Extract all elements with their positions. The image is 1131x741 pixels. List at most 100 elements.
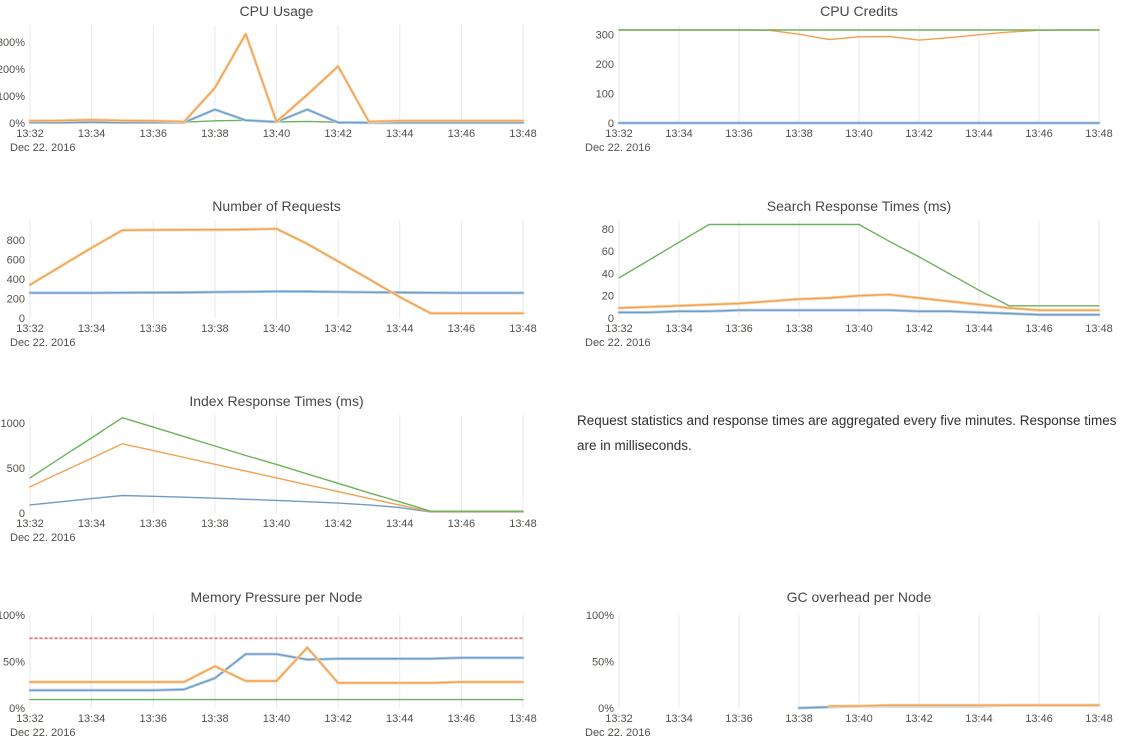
chart-search-response-times: Search Response Times (ms) 13:32 13:34 13:… bbox=[565, 190, 1131, 355]
date-label: Dec 22. 2016 bbox=[585, 727, 650, 739]
x-tick-label: 13:38 bbox=[201, 518, 229, 530]
chart-title: CPU Usage bbox=[239, 3, 314, 19]
x-tick-label: 13:44 bbox=[386, 713, 414, 725]
chart-title: Search Response Times (ms) bbox=[766, 198, 952, 214]
x-tick-label: 13:36 bbox=[139, 128, 167, 140]
x-tick-label: 13:48 bbox=[509, 323, 537, 335]
x-tick-label: 13:40 bbox=[263, 518, 291, 530]
y-tick-label: 80 bbox=[602, 224, 614, 236]
y-tick-label: 50% bbox=[3, 657, 25, 669]
x-tick-label: 13:32 bbox=[605, 713, 633, 725]
search-response-green-line bbox=[618, 223, 1100, 307]
y-tick-label: 0 bbox=[19, 313, 25, 325]
x-tick-label: 13:44 bbox=[386, 128, 414, 140]
x-tick-label: 13:40 bbox=[845, 128, 873, 140]
y-tick-label: 100% bbox=[0, 610, 25, 622]
index-response-times-ms--plot[interactable]: 13:32 13:34 13:36 13:38 13:40 13:42 13:44 13:46… bbox=[0, 385, 565, 550]
y-tick-label: 60 bbox=[602, 246, 614, 258]
y-tick-label: 0% bbox=[598, 703, 614, 715]
memory-pressure-per-node-plot[interactable]: 13:32 13:34 13:36 13:38 13:40 13:42 13:44 13:46… bbox=[0, 580, 565, 741]
gc-overhead-per-node-plot[interactable]: 13:32 13:34 13:36 13:38 13:40 13:42 13:44 13:46… bbox=[565, 580, 1131, 741]
date-label: Dec 22. 2016 bbox=[585, 142, 650, 154]
x-tick-label: 13:34 bbox=[78, 323, 106, 335]
cpu-usage-plot[interactable]: 13:32 13:34 13:36 13:38 13:40 13:42 13:44 13:46… bbox=[0, 0, 565, 160]
y-tick-label: 200% bbox=[0, 64, 25, 76]
search-response-times-ms--plot[interactable]: 13:32 13:34 13:36 13:38 13:40 13:42 13:44 13:46… bbox=[565, 190, 1131, 355]
x-tick-label: 13:40 bbox=[845, 323, 873, 335]
x-tick-label: 13:38 bbox=[785, 323, 813, 335]
memory-pressure-blue-line bbox=[29, 653, 524, 692]
y-tick-label: 50% bbox=[592, 657, 614, 669]
x-tick-label: 13:34 bbox=[78, 518, 106, 530]
y-tick-label: 0 bbox=[608, 118, 614, 130]
y-tick-label: 500 bbox=[7, 463, 25, 475]
x-tick-label: 13:40 bbox=[263, 323, 291, 335]
chart-cpu-credits: CPU Credits 13:32 13:34 13:36 13:38 13:40 13:… bbox=[565, 0, 1131, 160]
x-tick-label: 13:42 bbox=[324, 323, 352, 335]
x-tick-label: 13:36 bbox=[725, 128, 753, 140]
date-label: Dec 22. 2016 bbox=[10, 532, 75, 544]
y-tick-label: 100% bbox=[586, 610, 614, 622]
number-of-requests-plot[interactable]: 13:32 13:34 13:36 13:38 13:40 13:42 13:44 13:46… bbox=[0, 190, 565, 355]
aggregation-note: Request statistics and response times ar… bbox=[577, 413, 1117, 453]
x-tick-label: 13:46 bbox=[1025, 323, 1053, 335]
x-tick-label: 13:36 bbox=[725, 713, 753, 725]
x-tick-label: 13:44 bbox=[965, 128, 993, 140]
chart-memory-pressure-per-node: Memory Pressure per Node 13:32 13:34 13:36… bbox=[0, 580, 565, 741]
x-tick-label: 13:44 bbox=[386, 518, 414, 530]
chart-number-of-requests: Number of Requests 13:32 13:34 13:36 13:38 1… bbox=[0, 190, 565, 355]
x-tick-label: 13:32 bbox=[16, 323, 44, 335]
x-tick-label: 13:34 bbox=[78, 128, 106, 140]
x-tick-label: 13:48 bbox=[1085, 323, 1113, 335]
x-tick-label: 13:40 bbox=[263, 713, 291, 725]
y-tick-label: 0% bbox=[9, 118, 25, 130]
y-tick-label: 800 bbox=[7, 235, 25, 247]
chart-index-response-times: Index Response Times (ms) 13:32 13:34 13:3… bbox=[0, 385, 565, 550]
y-tick-label: 100 bbox=[596, 88, 614, 100]
x-tick-label: 13:46 bbox=[448, 518, 476, 530]
date-label: Dec 22. 2016 bbox=[585, 337, 650, 349]
search-response-blue-line bbox=[618, 309, 1100, 316]
x-tick-label: 13:36 bbox=[139, 713, 167, 725]
x-tick-label: 13:34 bbox=[665, 713, 693, 725]
x-tick-label: 13:34 bbox=[78, 713, 106, 725]
cpu-usage-orange-line bbox=[29, 33, 524, 123]
x-tick-label: 13:34 bbox=[665, 128, 693, 140]
x-tick-label: 13:48 bbox=[1085, 128, 1113, 140]
x-tick-label: 13:48 bbox=[509, 128, 537, 140]
x-tick-label: 13:42 bbox=[324, 713, 352, 725]
y-tick-label: 300 bbox=[596, 29, 614, 41]
x-tick-label: 13:38 bbox=[785, 713, 813, 725]
x-tick-label: 13:32 bbox=[16, 128, 44, 140]
date-label: Dec 22. 2016 bbox=[10, 337, 75, 349]
x-tick-label: 13:38 bbox=[201, 713, 229, 725]
index-response-green-line bbox=[29, 417, 524, 512]
x-tick-label: 13:46 bbox=[448, 713, 476, 725]
gc-overhead-orange-line bbox=[828, 704, 1100, 707]
y-tick-label: 0% bbox=[9, 703, 25, 715]
requests-blue-line bbox=[29, 290, 524, 294]
y-tick-label: 100% bbox=[0, 91, 25, 103]
x-tick-label: 13:36 bbox=[725, 323, 753, 335]
y-tick-label: 40 bbox=[602, 268, 614, 280]
date-label: Dec 22. 2016 bbox=[10, 727, 75, 739]
x-tick-label: 13:32 bbox=[16, 713, 44, 725]
chart-cpu-usage: CPU Usage 13:32 13:34 13:36 13:38 13:40 13:42… bbox=[0, 0, 565, 160]
chart-title: CPU Credits bbox=[820, 3, 898, 19]
x-tick-label: 13:32 bbox=[16, 518, 44, 530]
x-tick-label: 13:48 bbox=[509, 713, 537, 725]
chart-gc-overhead-per-node: GC overhead per Node 13:32 13:34 13:36 13:3… bbox=[565, 580, 1131, 741]
y-tick-label: 200 bbox=[7, 293, 25, 305]
x-tick-label: 13:38 bbox=[201, 128, 229, 140]
x-tick-label: 13:36 bbox=[139, 323, 167, 335]
x-tick-label: 13:38 bbox=[201, 323, 229, 335]
y-tick-label: 0 bbox=[19, 508, 25, 520]
x-tick-label: 13:32 bbox=[605, 323, 633, 335]
cpu-credits-plot[interactable]: 13:32 13:34 13:36 13:38 13:40 13:42 13:44 13:46… bbox=[565, 0, 1131, 160]
x-tick-label: 13:40 bbox=[845, 713, 873, 725]
x-tick-label: 13:44 bbox=[386, 323, 414, 335]
chart-title: Memory Pressure per Node bbox=[190, 589, 363, 605]
y-tick-label: 1000 bbox=[1, 418, 25, 430]
x-tick-label: 13:42 bbox=[324, 518, 352, 530]
